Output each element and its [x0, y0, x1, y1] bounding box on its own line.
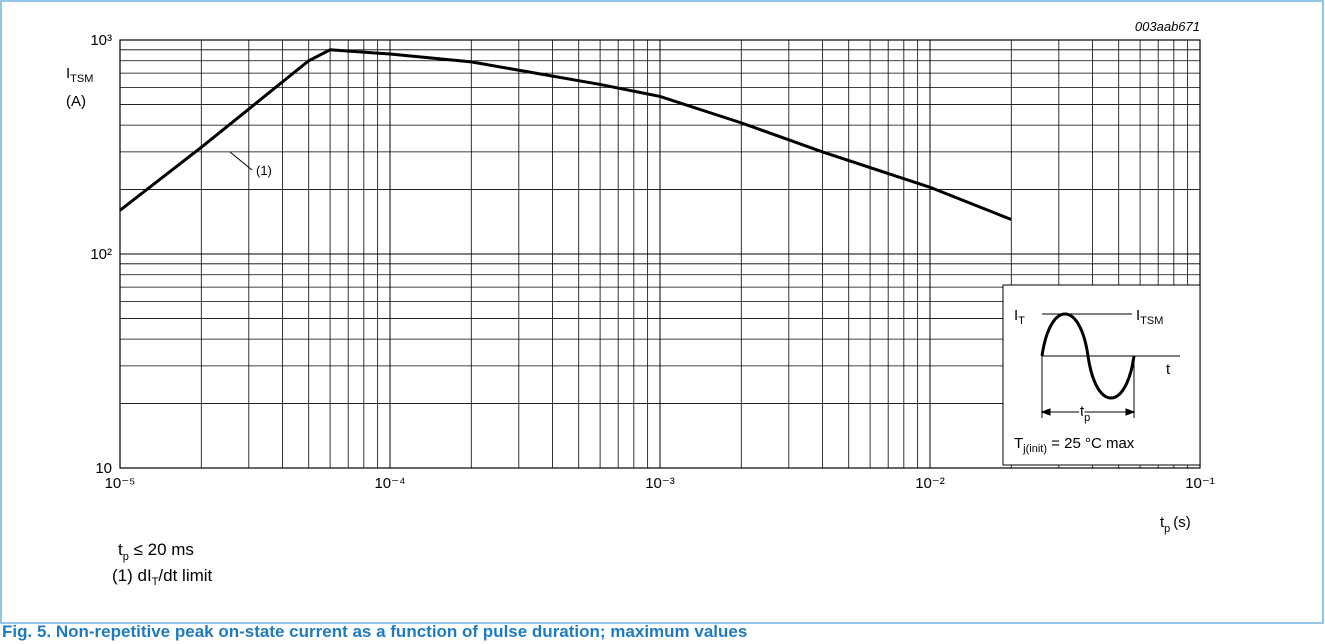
x-tick-label: 10⁻⁴ — [374, 475, 405, 492]
annotation: (1) — [256, 163, 272, 178]
frame — [0, 0, 1324, 624]
note-rest: /dt limit — [158, 566, 212, 585]
inset-sine — [1040, 312, 1136, 400]
condition-rest: = 25 °C max — [1047, 435, 1135, 452]
y-tick-label: 10² — [90, 246, 112, 263]
inset-it: IT — [1014, 307, 1025, 327]
note-pre: (1) dI — [112, 566, 152, 585]
x-axis-label: tp (s) — [1160, 514, 1191, 535]
note-rest: ≤ 20 ms — [129, 540, 194, 559]
condition-main: T — [1014, 435, 1023, 452]
inset-tp-main: t — [1080, 403, 1085, 420]
x-label-main: t — [1160, 514, 1165, 531]
y-tick-label: 10 — [95, 460, 112, 477]
inset-it-sub: T — [1018, 315, 1025, 327]
y-label-sub: TSM — [70, 73, 93, 85]
x-label-unit: (s) — [1173, 514, 1191, 531]
figure-code: 003aab671 — [1135, 19, 1200, 34]
x-tick-label: 10⁻¹ — [1185, 475, 1215, 492]
y-axis-label: ITSM — [66, 65, 93, 85]
x-tick-label: 10⁻² — [915, 475, 945, 492]
curve — [119, 48, 1012, 221]
note: tp ≤ 20 ms — [118, 540, 194, 563]
x-label-sub: p — [1164, 523, 1170, 535]
inset: IT ITSM t tp Tj(init) = 25 °C max — [1002, 284, 1201, 466]
note-main: t — [118, 540, 123, 559]
inset-itsm: ITSM — [1136, 307, 1163, 327]
inset-tp-sub: p — [1084, 412, 1090, 424]
inset-itsm-sub: TSM — [1140, 315, 1163, 327]
x-tick-label: 10⁻³ — [645, 475, 675, 492]
caption: Fig. 5. Non-repetitive peak on-state cur… — [2, 622, 747, 641]
note-sub: T — [152, 576, 159, 588]
inset-it-main: I — [1014, 307, 1018, 324]
y-label-main: I — [66, 65, 70, 82]
inset-condition: Tj(init) = 25 °C max — [1014, 435, 1135, 455]
inset-box — [1002, 284, 1201, 466]
note: (1) dIT/dt limit — [112, 566, 213, 588]
annotation-leader — [229, 151, 253, 171]
note-sub: p — [123, 551, 129, 563]
condition-sub: j(init) — [1022, 443, 1047, 455]
x-tick-label: 10⁻⁵ — [105, 475, 136, 492]
y-axis-unit: (A) — [66, 93, 86, 110]
inset-itsm-main: I — [1136, 307, 1140, 324]
plot-border — [119, 39, 1201, 469]
inset-t: t — [1166, 361, 1171, 378]
inset-tp: tp — [1080, 403, 1090, 424]
inset-arrow — [1040, 408, 1136, 416]
y-tick-label: 10³ — [90, 32, 112, 49]
